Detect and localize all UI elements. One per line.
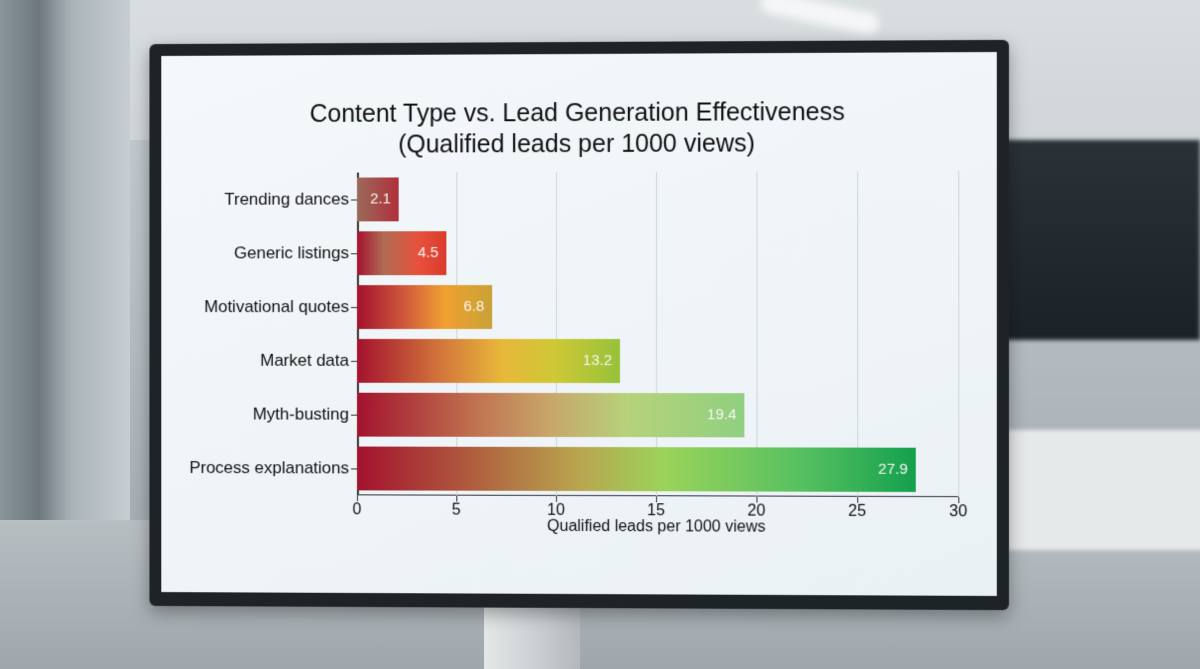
x-axis bbox=[357, 494, 958, 497]
y-tick bbox=[351, 361, 357, 362]
bar-value-label: 4.5 bbox=[418, 231, 439, 275]
bar: 13.2 bbox=[357, 339, 620, 383]
bar-row: 4.5 bbox=[357, 230, 958, 275]
bar-row: 6.8 bbox=[357, 285, 958, 329]
background-wall-display bbox=[1000, 140, 1200, 340]
bar-value-label: 27.9 bbox=[878, 448, 908, 492]
category-label: Process explanations bbox=[161, 446, 349, 490]
chart-title: Content Type vs. Lead Generation Effecti… bbox=[161, 96, 997, 161]
category-label: Market data bbox=[161, 339, 349, 383]
monitor: Content Type vs. Lead Generation Effecti… bbox=[149, 40, 1009, 610]
bar-row: 19.4 bbox=[357, 393, 958, 438]
bar-row: 13.2 bbox=[357, 339, 958, 383]
plot-area: 0 5 10 15 20 25 30 2.1 Trending dances 4.5 Generic… bbox=[357, 171, 958, 497]
category-label: Generic listings bbox=[161, 231, 349, 275]
bar-value-label: 6.8 bbox=[463, 285, 484, 329]
bar: 27.9 bbox=[357, 447, 916, 492]
bar-value-label: 2.1 bbox=[370, 177, 391, 221]
bar: 6.8 bbox=[357, 285, 492, 329]
bar-value-label: 19.4 bbox=[707, 393, 736, 437]
bar: 2.1 bbox=[357, 177, 399, 221]
bar-value-label: 13.2 bbox=[583, 339, 612, 383]
bar-row: 2.1 bbox=[357, 176, 958, 221]
y-tick bbox=[351, 468, 357, 469]
category-label: Myth-busting bbox=[161, 392, 349, 436]
monitor-screen: Content Type vs. Lead Generation Effecti… bbox=[161, 52, 997, 596]
chart-title-main: Content Type vs. Lead Generation Effecti… bbox=[161, 96, 997, 130]
y-tick bbox=[351, 307, 357, 308]
bar: 4.5 bbox=[357, 231, 446, 275]
y-tick bbox=[351, 199, 357, 200]
bar-row: 27.9 bbox=[357, 447, 958, 493]
bar: 19.4 bbox=[357, 393, 744, 438]
x-axis-label: Qualified leads per 1000 views bbox=[357, 517, 958, 537]
y-tick bbox=[351, 415, 357, 416]
category-label: Trending dances bbox=[161, 178, 349, 222]
chart-subtitle: (Qualified leads per 1000 views) bbox=[161, 128, 997, 162]
gridline bbox=[958, 171, 959, 497]
category-label: Motivational quotes bbox=[161, 285, 349, 329]
y-tick bbox=[351, 253, 357, 254]
